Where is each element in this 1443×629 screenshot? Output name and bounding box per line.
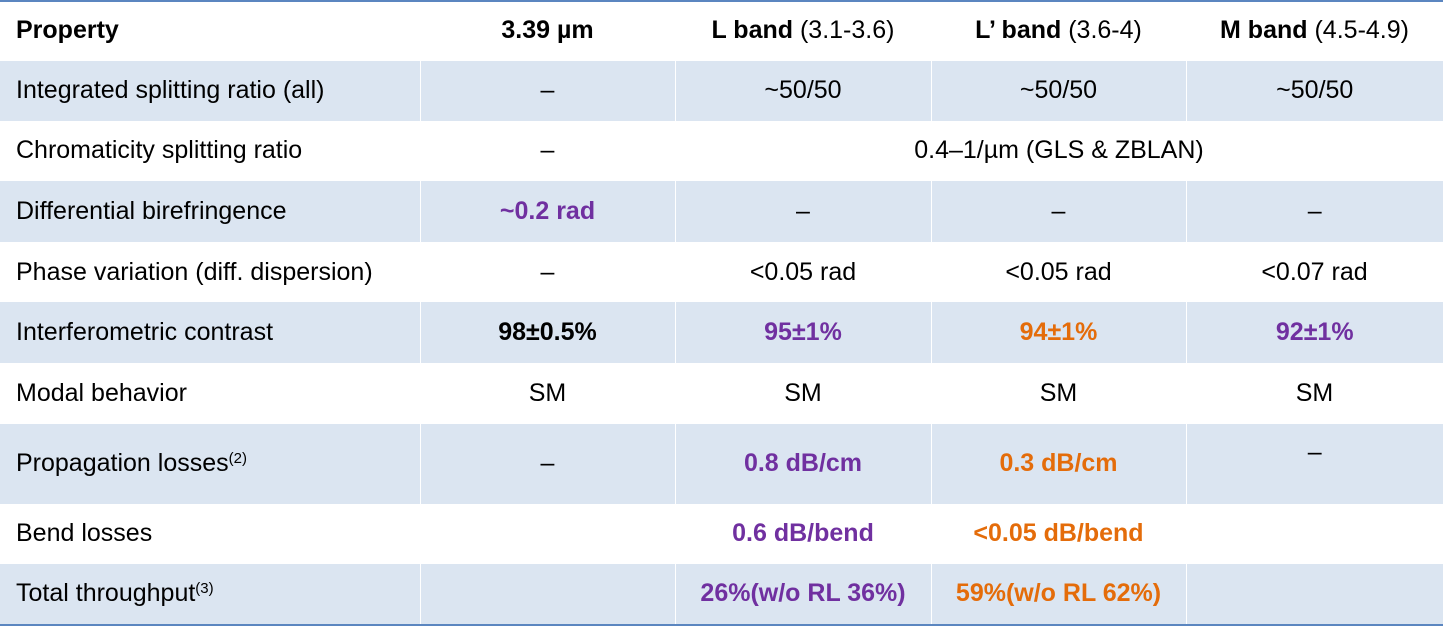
header-property: Property — [0, 1, 420, 61]
row-label: Propagation losses(2) — [0, 423, 420, 504]
cell-l-band: ~50/50 — [674, 60, 931, 121]
cell-3-39um: – — [419, 60, 675, 121]
header-l-prime-band: L’ band (3.6-4) — [931, 1, 1186, 61]
footnote-marker: (3) — [195, 580, 214, 598]
cell-merged-bands: 0.4–1/µm (GLS & ZBLAN) — [675, 120, 1443, 182]
cell-l-prime-band: 59%(w/o RL 62%) — [930, 564, 1186, 625]
cell-m-band: – — [1185, 423, 1443, 504]
header-l-band: L band (3.1-3.6) — [675, 1, 931, 61]
cell-3-39um: ~0.2 rad — [419, 181, 675, 242]
cell-3-39um: – — [420, 241, 675, 303]
row-bend-losses: Bend losses 0.6 dB/bend <0.05 dB/bend — [0, 503, 1443, 565]
cell-l-prime-band: SM — [931, 362, 1186, 424]
cell-l-prime-band: – — [930, 181, 1186, 242]
cell-3-39um: 98±0.5% — [419, 302, 675, 363]
cell-l-prime-band: <0.05 rad — [931, 241, 1186, 303]
row-interferometric-contrast: Interferometric contrast 98±0.5% 95±1% 9… — [0, 302, 1443, 363]
row-total-throughput: Total throughput(3) 26%(w/o RL 36%) 59%(… — [0, 564, 1443, 625]
row-modal-behavior: Modal behavior SM SM SM SM — [0, 362, 1443, 424]
row-label-text: Total throughput — [16, 579, 196, 608]
cell-3-39um — [419, 564, 675, 625]
cell-l-prime-band: ~50/50 — [930, 60, 1186, 121]
row-label: Chromaticity splitting ratio — [0, 120, 420, 182]
row-label: Differential birefringence — [0, 181, 420, 242]
header-m-band: M band (4.5-4.9) — [1186, 1, 1443, 61]
cell-m-band: 92±1% — [1185, 302, 1443, 363]
header-3-39um-label: 3.39 µm — [501, 16, 594, 44]
cell-m-band — [1186, 503, 1443, 565]
cell-l-band: SM — [675, 362, 931, 424]
header-m-band-range: (4.5-4.9) — [1314, 16, 1409, 44]
cell-m-band: ~50/50 — [1185, 60, 1443, 121]
cell-3-39um: – — [419, 423, 675, 504]
row-differential-birefringence: Differential birefringence ~0.2 rad – – … — [0, 181, 1443, 242]
row-integrated-splitting-ratio: Integrated splitting ratio (all) – ~50/5… — [0, 60, 1443, 121]
cell-3-39um: – — [420, 120, 675, 182]
footnote-marker: (2) — [228, 450, 247, 468]
row-label: Phase variation (diff. dispersion) — [0, 241, 420, 303]
cell-l-band: 0.6 dB/bend — [675, 503, 931, 565]
cell-m-band — [1185, 564, 1443, 625]
cell-m-band: <0.07 rad — [1186, 241, 1443, 303]
row-label: Interferometric contrast — [0, 302, 420, 363]
cell-l-band: 0.8 dB/cm — [674, 423, 931, 504]
row-label-text: Propagation losses — [16, 449, 229, 478]
row-label: Bend losses — [0, 503, 420, 565]
row-propagation-losses: Propagation losses(2) – 0.8 dB/cm 0.3 dB… — [0, 423, 1443, 504]
cell-l-prime-band: 0.3 dB/cm — [930, 423, 1186, 504]
cell-l-prime-band: <0.05 dB/bend — [931, 503, 1186, 565]
cell-l-band: 26%(w/o RL 36%) — [674, 564, 931, 625]
header-l-band-range: (3.1-3.6) — [799, 16, 895, 44]
row-label: Total throughput(3) — [0, 564, 420, 625]
cell-3-39um — [420, 503, 675, 565]
cell-l-band: 95±1% — [674, 302, 931, 363]
row-label: Modal behavior — [0, 362, 420, 424]
header-l-prime-band-range: (3.6-4) — [1068, 16, 1142, 44]
header-l-band-label: L band — [711, 16, 794, 44]
header-m-band-label: M band — [1220, 16, 1308, 44]
row-label: Integrated splitting ratio (all) — [0, 60, 420, 121]
header-3-39um: 3.39 µm — [420, 1, 675, 61]
cell-l-band: <0.05 rad — [675, 241, 931, 303]
header-row: Property 3.39 µm L band (3.1-3.6) L’ ban… — [0, 1, 1443, 61]
cell-m-band: – — [1185, 181, 1443, 242]
cell-m-band: SM — [1186, 362, 1443, 424]
cell-3-39um: SM — [420, 362, 675, 424]
cell-l-band: – — [674, 181, 931, 242]
row-chromaticity-splitting-ratio: Chromaticity splitting ratio – 0.4–1/µm … — [0, 120, 1443, 182]
header-l-prime-band-label: L’ band — [975, 16, 1062, 44]
row-phase-variation: Phase variation (diff. dispersion) – <0.… — [0, 241, 1443, 303]
cell-l-prime-band: 94±1% — [930, 302, 1186, 363]
